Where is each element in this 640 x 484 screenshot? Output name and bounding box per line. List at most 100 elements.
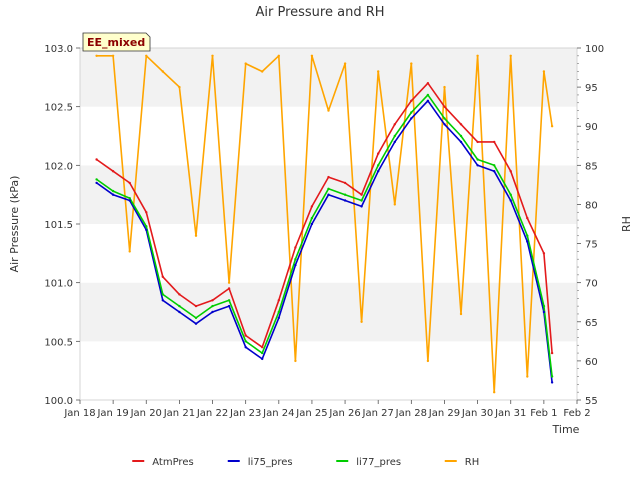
data-point-li77-pres [95, 178, 98, 181]
data-point-li75-pres [277, 316, 280, 320]
data-point-li75-pres [194, 322, 198, 325]
x-tick-label: Jan 31 [494, 408, 526, 419]
data-point-rh [550, 125, 554, 128]
data-point-li75-pres [128, 199, 131, 202]
data-point-li77-pres [145, 225, 148, 228]
y2-tick-label: 85 [585, 161, 598, 172]
data-point-li77-pres [244, 340, 247, 343]
data-point-rh [493, 391, 496, 394]
data-point-li77-pres [128, 197, 131, 200]
data-point-li75-pres [161, 299, 164, 302]
y-tick-label: 102.5 [44, 103, 73, 114]
data-point-li77-pres [277, 310, 280, 314]
data-point-li77-pres [459, 134, 463, 138]
y2-tick-label: 90 [585, 122, 598, 133]
data-point-li75-pres [443, 123, 446, 126]
x-tick-label: Jan 19 [96, 408, 128, 419]
data-point-rh [526, 375, 529, 378]
data-point-li77-pres [550, 375, 554, 378]
x-tick-label: Jan 29 [428, 408, 460, 419]
data-point-atmpres [111, 170, 115, 173]
data-point-li75-pres [261, 357, 264, 361]
site-badge-label: EE_mixed [87, 36, 145, 49]
data-point-rh [542, 70, 546, 73]
y2-tick-label: 60 [585, 357, 598, 368]
x-axis-ticks: Jan 18 Jan 19 Jan 20 Jan 21 Jan 22 Jan 23 Jan … [63, 400, 591, 419]
x-tick-label: Jan 26 [328, 408, 360, 419]
data-point-atmpres [145, 211, 148, 214]
data-point-li75-pres [310, 222, 314, 226]
data-point-rh [360, 320, 363, 323]
data-point-li75-pres [509, 199, 512, 202]
data-point-li75-pres [145, 228, 148, 232]
chart-title: Air Pressure and RH [255, 5, 384, 20]
y-tick-label: 100.0 [44, 396, 73, 407]
data-point-rh [128, 250, 131, 253]
data-point-atmpres [178, 293, 181, 296]
data-point-rh [443, 85, 446, 89]
data-point-li75-pres [542, 310, 546, 314]
data-point-atmpres [261, 346, 264, 349]
y2-tick-label: 75 [585, 240, 598, 251]
data-point-rh [244, 62, 247, 65]
data-point-li75-pres [178, 310, 181, 314]
data-point-rh [178, 85, 181, 89]
data-point-li75-pres [95, 181, 98, 185]
data-point-li75-pres [393, 140, 396, 144]
x-tick-label: Feb 1 [530, 408, 557, 419]
data-point-rh [211, 54, 214, 57]
data-point-atmpres [211, 299, 214, 302]
data-point-atmpres [410, 99, 413, 103]
data-point-li77-pres [178, 304, 181, 308]
data-point-li77-pres [426, 93, 430, 97]
data-point-rh [310, 54, 314, 57]
data-point-li75-pres [294, 263, 297, 267]
data-point-li77-pres [526, 234, 529, 237]
x-tick-label: Jan 23 [229, 408, 261, 419]
legend-label: li75_pres [248, 457, 293, 468]
x-tick-label: Jan 28 [395, 408, 427, 419]
x-tick-label: Jan 24 [262, 408, 294, 419]
grid-band [80, 341, 577, 400]
data-point-li75-pres [526, 240, 529, 243]
legend: AtmPres li75_pres li77_pres RH [132, 457, 479, 468]
data-point-rh [459, 312, 463, 316]
data-point-rh [194, 234, 198, 237]
data-point-rh [145, 54, 148, 57]
grid-bands [80, 48, 577, 400]
data-point-li77-pres [227, 299, 231, 302]
data-point-li77-pres [111, 189, 115, 193]
data-point-atmpres [377, 152, 380, 155]
y-tick-label: 101.0 [44, 279, 73, 290]
y-axis-ticks: 100.0 100.5 101.0 101.5 102.0 102.5 103.0 [44, 44, 80, 407]
data-point-atmpres [526, 216, 529, 220]
x-tick-label: Jan 22 [196, 408, 228, 419]
data-point-li77-pres [393, 134, 396, 138]
data-point-li77-pres [310, 216, 314, 220]
data-point-rh [161, 70, 164, 73]
data-point-li77-pres [509, 193, 512, 196]
data-point-li75-pres [211, 310, 214, 314]
data-point-li75-pres [360, 205, 363, 208]
x-tick-label: Jan 30 [461, 408, 493, 419]
grid-band [80, 48, 577, 107]
data-point-li75-pres [550, 381, 554, 384]
y-tick-label: 103.0 [44, 44, 73, 55]
data-point-li75-pres [244, 346, 247, 349]
data-point-li77-pres [161, 293, 164, 296]
data-point-rh [227, 281, 231, 284]
legend-label: RH [465, 457, 479, 468]
data-point-li75-pres [111, 193, 115, 196]
data-point-rh [95, 54, 98, 57]
data-point-atmpres [343, 181, 347, 185]
x-tick-label: Jan 21 [163, 408, 195, 419]
data-point-li75-pres [459, 140, 463, 144]
data-point-li75-pres [327, 193, 330, 196]
data-point-rh [377, 70, 380, 73]
data-point-atmpres [550, 351, 554, 355]
x-tick-label: Jan 20 [130, 408, 162, 419]
data-point-atmpres [161, 275, 164, 278]
data-point-rh [343, 62, 347, 65]
